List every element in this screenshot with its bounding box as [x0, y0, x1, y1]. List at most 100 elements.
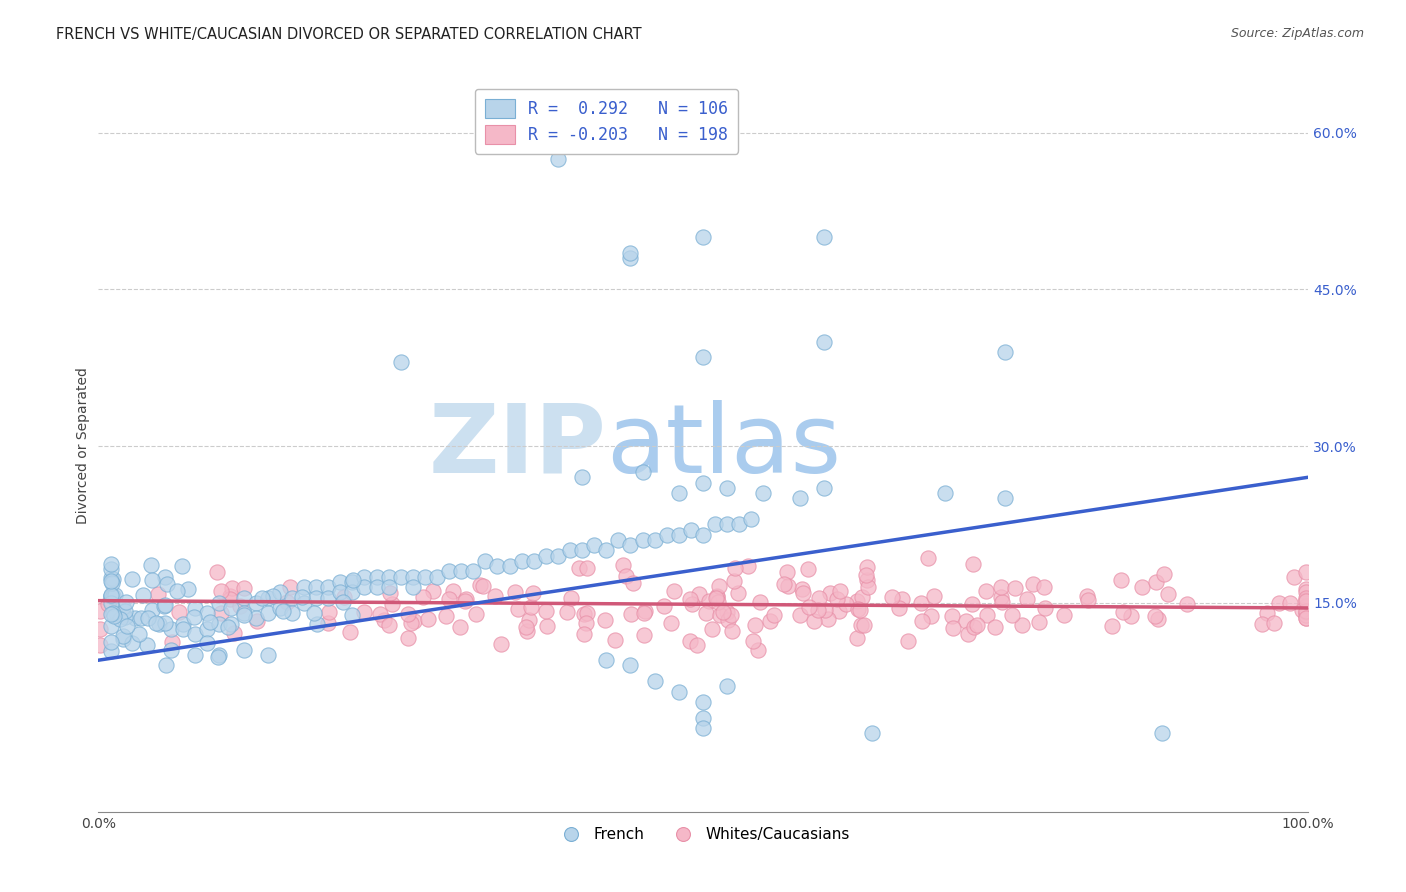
Point — [141, 602, 163, 616]
Point — [131, 588, 153, 602]
Point — [108, 612, 131, 626]
Point — [668, 684, 690, 698]
Point — [332, 595, 354, 609]
Point — [112, 599, 135, 614]
Point — [396, 631, 419, 645]
Point — [692, 695, 714, 709]
Point — [422, 584, 444, 599]
Point — [880, 591, 903, 605]
Point — [470, 578, 492, 592]
Point — [789, 607, 811, 622]
Point — [413, 569, 436, 583]
Point — [966, 617, 988, 632]
Point — [994, 491, 1017, 506]
Point — [145, 616, 167, 631]
Point — [1295, 604, 1317, 618]
Point — [124, 611, 146, 625]
Point — [112, 629, 135, 643]
Point — [652, 599, 675, 613]
Point — [830, 584, 852, 599]
Point — [571, 543, 593, 558]
Point — [976, 608, 998, 623]
Point — [890, 591, 912, 606]
Point — [922, 589, 945, 603]
Point — [612, 558, 634, 572]
Point — [486, 559, 509, 574]
Point — [963, 620, 986, 634]
Point — [607, 533, 630, 547]
Point — [353, 569, 375, 583]
Point — [156, 576, 179, 591]
Point — [644, 674, 666, 689]
Point — [209, 584, 232, 599]
Point — [103, 607, 125, 621]
Point — [583, 538, 606, 552]
Point — [219, 589, 242, 603]
Point — [776, 565, 799, 579]
Point — [740, 512, 762, 526]
Point — [748, 595, 770, 609]
Point — [516, 624, 538, 638]
Point — [121, 572, 143, 586]
Point — [1295, 599, 1317, 613]
Point — [155, 658, 177, 673]
Point — [856, 580, 879, 594]
Point — [412, 591, 434, 605]
Point — [491, 637, 513, 651]
Point — [153, 615, 176, 630]
Point — [742, 634, 765, 648]
Point — [454, 591, 477, 606]
Point — [517, 613, 540, 627]
Point — [208, 648, 231, 662]
Point — [849, 617, 872, 632]
Text: atlas: atlas — [606, 400, 841, 492]
Point — [707, 595, 730, 609]
Point — [917, 551, 939, 566]
Point — [402, 569, 425, 583]
Point — [520, 600, 543, 615]
Point — [555, 605, 578, 619]
Point — [153, 598, 176, 612]
Point — [195, 636, 218, 650]
Point — [221, 582, 243, 596]
Point — [305, 616, 328, 631]
Point — [450, 565, 472, 579]
Point — [1267, 596, 1289, 610]
Point — [329, 585, 352, 599]
Point — [820, 586, 842, 600]
Point — [100, 644, 122, 658]
Point — [619, 658, 641, 673]
Point — [515, 620, 537, 634]
Point — [681, 597, 703, 611]
Point — [378, 586, 401, 600]
Point — [631, 533, 654, 547]
Point — [662, 583, 685, 598]
Point — [575, 560, 598, 574]
Point — [152, 599, 174, 613]
Point — [100, 607, 122, 621]
Text: ZIP: ZIP — [429, 400, 606, 492]
Point — [720, 607, 742, 622]
Point — [250, 591, 273, 605]
Point — [547, 152, 569, 166]
Point — [100, 619, 122, 633]
Point — [316, 580, 339, 594]
Point — [342, 585, 364, 599]
Point — [484, 589, 506, 603]
Point — [100, 635, 122, 649]
Point — [166, 584, 188, 599]
Point — [737, 559, 759, 574]
Point — [920, 609, 942, 624]
Point — [692, 475, 714, 490]
Point — [974, 584, 997, 599]
Point — [474, 554, 496, 568]
Point — [342, 574, 364, 588]
Point — [619, 251, 641, 265]
Point — [434, 608, 457, 623]
Point — [1279, 596, 1302, 610]
Point — [305, 591, 328, 605]
Point — [704, 591, 727, 605]
Point — [1256, 606, 1278, 620]
Point — [1076, 590, 1098, 604]
Point — [503, 584, 526, 599]
